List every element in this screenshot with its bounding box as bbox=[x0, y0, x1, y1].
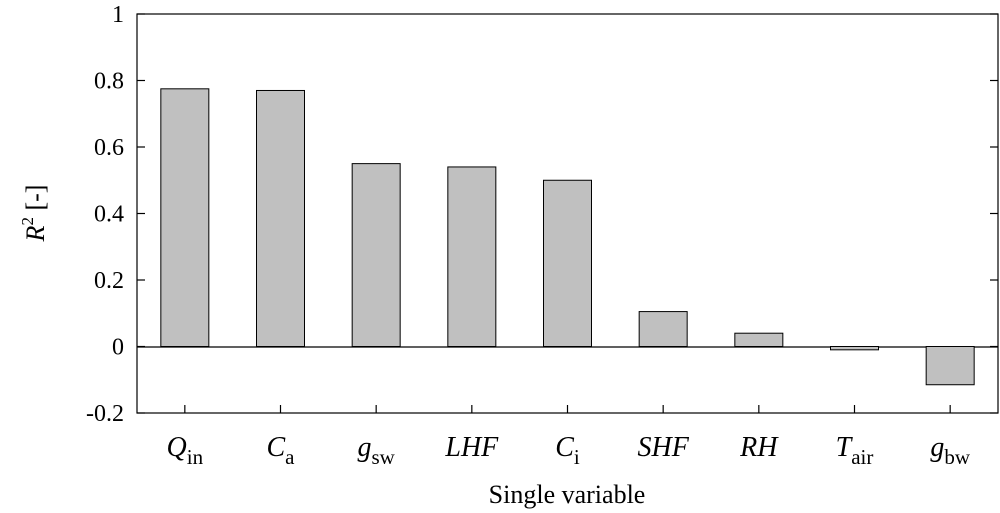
x-category-main: SHF bbox=[638, 432, 690, 463]
x-category-main: LHF bbox=[444, 432, 499, 463]
x-category-label: RH bbox=[739, 432, 779, 463]
x-category-label: SHF bbox=[638, 432, 690, 463]
bar-gbw bbox=[925, 346, 975, 386]
x-category-main: g bbox=[930, 432, 944, 463]
x-category-main: Q bbox=[167, 432, 187, 463]
x-category-label: LHF bbox=[444, 432, 499, 463]
y-axis-title-unit: [-] bbox=[21, 185, 50, 217]
x-category-main: C bbox=[555, 432, 574, 463]
x-category-main: g bbox=[357, 432, 371, 463]
x-category-label: Ci bbox=[555, 432, 580, 469]
x-category-sub: in bbox=[187, 445, 204, 469]
x-category-main: T bbox=[836, 432, 854, 463]
x-category-label: Qin bbox=[167, 432, 204, 469]
y-tick-label: 1 bbox=[112, 2, 124, 28]
x-category-sub: i bbox=[574, 445, 580, 469]
bar-qin bbox=[160, 88, 210, 347]
bar-tair bbox=[830, 346, 879, 351]
x-category-main: C bbox=[266, 432, 285, 463]
bar-shf bbox=[638, 311, 688, 347]
x-category-label: gbw bbox=[930, 432, 971, 469]
x-category-sub: bw bbox=[944, 445, 971, 469]
bar-ci bbox=[543, 179, 592, 347]
y-tick-label: 0.2 bbox=[94, 268, 124, 294]
y-tick-label: 0.4 bbox=[94, 202, 124, 228]
x-category-sub: air bbox=[851, 445, 873, 469]
y-axis-title: R2 [-] bbox=[18, 185, 50, 243]
x-category-sub: a bbox=[285, 445, 295, 469]
bar-rh bbox=[734, 332, 784, 348]
x-axis-title: Single variable bbox=[489, 480, 646, 509]
x-category-main: RH bbox=[739, 432, 779, 463]
y-tick-label: -0.2 bbox=[86, 401, 124, 427]
x-category-label: Ca bbox=[266, 432, 295, 469]
y-axis-title-main: R bbox=[21, 225, 50, 242]
x-category-label: Tair bbox=[836, 432, 874, 469]
y-tick-label: 0.6 bbox=[94, 135, 124, 161]
y-tick-label: 0 bbox=[112, 335, 124, 361]
x-category-label: gsw bbox=[357, 432, 395, 469]
x-category-sub: sw bbox=[371, 445, 395, 469]
y-axis-title-sup: 2 bbox=[18, 217, 37, 226]
bar-lhf bbox=[447, 166, 497, 347]
bar-ca bbox=[256, 89, 305, 347]
bar-gsw bbox=[351, 163, 401, 347]
y-tick-label: 0.8 bbox=[94, 69, 124, 95]
